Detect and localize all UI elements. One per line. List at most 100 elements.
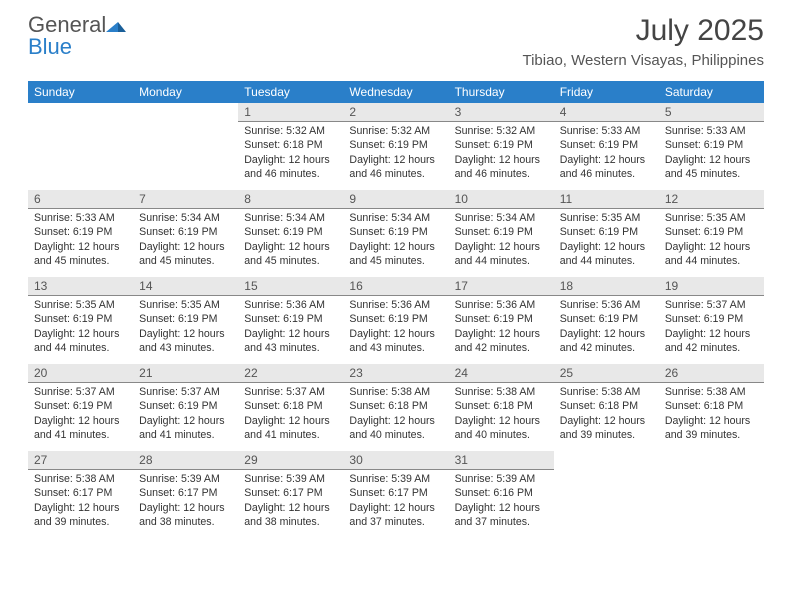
day-number: 20 bbox=[28, 364, 133, 383]
daylight-text: Daylight: 12 hours and 45 minutes. bbox=[139, 240, 232, 269]
day-number: 31 bbox=[449, 451, 554, 470]
sunrise-text: Sunrise: 5:37 AM bbox=[244, 385, 337, 399]
sunrise-text: Sunrise: 5:37 AM bbox=[665, 298, 758, 312]
day-content: Sunrise: 5:34 AMSunset: 6:19 PMDaylight:… bbox=[133, 209, 238, 277]
calendar-cell: 14Sunrise: 5:35 AMSunset: 6:19 PMDayligh… bbox=[133, 277, 238, 364]
day-number: 12 bbox=[659, 190, 764, 209]
logo-word2: Blue bbox=[28, 34, 72, 59]
day-content: Sunrise: 5:34 AMSunset: 6:19 PMDaylight:… bbox=[343, 209, 448, 277]
daylight-text: Daylight: 12 hours and 39 minutes. bbox=[34, 501, 127, 530]
day-content: Sunrise: 5:34 AMSunset: 6:19 PMDaylight:… bbox=[449, 209, 554, 277]
day-header: Wednesday bbox=[343, 81, 448, 103]
daylight-text: Daylight: 12 hours and 46 minutes. bbox=[455, 153, 548, 182]
day-header: Saturday bbox=[659, 81, 764, 103]
calendar-week: 20Sunrise: 5:37 AMSunset: 6:19 PMDayligh… bbox=[28, 364, 764, 451]
daylight-text: Daylight: 12 hours and 45 minutes. bbox=[665, 153, 758, 182]
daylight-text: Daylight: 12 hours and 39 minutes. bbox=[560, 414, 653, 443]
calendar-cell: 21Sunrise: 5:37 AMSunset: 6:19 PMDayligh… bbox=[133, 364, 238, 451]
day-number: 2 bbox=[343, 103, 448, 122]
calendar-cell: 17Sunrise: 5:36 AMSunset: 6:19 PMDayligh… bbox=[449, 277, 554, 364]
sunrise-text: Sunrise: 5:39 AM bbox=[244, 472, 337, 486]
day-number: 9 bbox=[343, 190, 448, 209]
sunset-text: Sunset: 6:18 PM bbox=[349, 399, 442, 413]
sunrise-text: Sunrise: 5:39 AM bbox=[455, 472, 548, 486]
calendar-cell bbox=[554, 451, 659, 538]
daylight-text: Daylight: 12 hours and 42 minutes. bbox=[560, 327, 653, 356]
day-header: Tuesday bbox=[238, 81, 343, 103]
sunrise-text: Sunrise: 5:35 AM bbox=[560, 211, 653, 225]
calendar-cell: 12Sunrise: 5:35 AMSunset: 6:19 PMDayligh… bbox=[659, 190, 764, 277]
day-number: 8 bbox=[238, 190, 343, 209]
calendar-cell: 3Sunrise: 5:32 AMSunset: 6:19 PMDaylight… bbox=[449, 103, 554, 190]
sunset-text: Sunset: 6:19 PM bbox=[34, 399, 127, 413]
day-content: Sunrise: 5:32 AMSunset: 6:18 PMDaylight:… bbox=[238, 122, 343, 190]
day-content: Sunrise: 5:38 AMSunset: 6:17 PMDaylight:… bbox=[28, 470, 133, 538]
calendar-cell bbox=[659, 451, 764, 538]
sunset-text: Sunset: 6:19 PM bbox=[665, 312, 758, 326]
calendar-week: 13Sunrise: 5:35 AMSunset: 6:19 PMDayligh… bbox=[28, 277, 764, 364]
sunset-text: Sunset: 6:19 PM bbox=[244, 225, 337, 239]
page-subtitle: Tibiao, Western Visayas, Philippines bbox=[522, 52, 764, 69]
day-content: Sunrise: 5:38 AMSunset: 6:18 PMDaylight:… bbox=[554, 383, 659, 451]
page-title: July 2025 bbox=[522, 14, 764, 48]
daylight-text: Daylight: 12 hours and 45 minutes. bbox=[349, 240, 442, 269]
sunrise-text: Sunrise: 5:34 AM bbox=[139, 211, 232, 225]
sunset-text: Sunset: 6:17 PM bbox=[349, 486, 442, 500]
calendar-cell: 10Sunrise: 5:34 AMSunset: 6:19 PMDayligh… bbox=[449, 190, 554, 277]
calendar-cell: 28Sunrise: 5:39 AMSunset: 6:17 PMDayligh… bbox=[133, 451, 238, 538]
daylight-text: Daylight: 12 hours and 41 minutes. bbox=[34, 414, 127, 443]
logo: General Blue bbox=[28, 14, 126, 58]
day-content: Sunrise: 5:39 AMSunset: 6:17 PMDaylight:… bbox=[238, 470, 343, 538]
day-header-row: SundayMondayTuesdayWednesdayThursdayFrid… bbox=[28, 81, 764, 103]
sunset-text: Sunset: 6:19 PM bbox=[665, 138, 758, 152]
day-header: Thursday bbox=[449, 81, 554, 103]
day-header: Sunday bbox=[28, 81, 133, 103]
day-number: 24 bbox=[449, 364, 554, 383]
sunset-text: Sunset: 6:19 PM bbox=[455, 138, 548, 152]
sunrise-text: Sunrise: 5:33 AM bbox=[34, 211, 127, 225]
daylight-text: Daylight: 12 hours and 44 minutes. bbox=[560, 240, 653, 269]
calendar-week: 1Sunrise: 5:32 AMSunset: 6:18 PMDaylight… bbox=[28, 103, 764, 190]
day-content: Sunrise: 5:39 AMSunset: 6:17 PMDaylight:… bbox=[343, 470, 448, 538]
daylight-text: Daylight: 12 hours and 40 minutes. bbox=[455, 414, 548, 443]
sunrise-text: Sunrise: 5:38 AM bbox=[34, 472, 127, 486]
sunrise-text: Sunrise: 5:34 AM bbox=[244, 211, 337, 225]
sunset-text: Sunset: 6:17 PM bbox=[34, 486, 127, 500]
day-number: 19 bbox=[659, 277, 764, 296]
empty-cell bbox=[659, 451, 764, 529]
sunset-text: Sunset: 6:19 PM bbox=[139, 225, 232, 239]
sunrise-text: Sunrise: 5:33 AM bbox=[665, 124, 758, 138]
calendar-cell: 31Sunrise: 5:39 AMSunset: 6:16 PMDayligh… bbox=[449, 451, 554, 538]
daylight-text: Daylight: 12 hours and 41 minutes. bbox=[244, 414, 337, 443]
calendar-cell: 5Sunrise: 5:33 AMSunset: 6:19 PMDaylight… bbox=[659, 103, 764, 190]
daylight-text: Daylight: 12 hours and 42 minutes. bbox=[665, 327, 758, 356]
sunrise-text: Sunrise: 5:33 AM bbox=[560, 124, 653, 138]
day-content: Sunrise: 5:38 AMSunset: 6:18 PMDaylight:… bbox=[343, 383, 448, 451]
day-content: Sunrise: 5:37 AMSunset: 6:19 PMDaylight:… bbox=[133, 383, 238, 451]
day-number: 23 bbox=[343, 364, 448, 383]
sunrise-text: Sunrise: 5:34 AM bbox=[455, 211, 548, 225]
daylight-text: Daylight: 12 hours and 38 minutes. bbox=[139, 501, 232, 530]
empty-cell bbox=[554, 451, 659, 529]
day-content: Sunrise: 5:35 AMSunset: 6:19 PMDaylight:… bbox=[28, 296, 133, 364]
day-number: 16 bbox=[343, 277, 448, 296]
day-content: Sunrise: 5:33 AMSunset: 6:19 PMDaylight:… bbox=[554, 122, 659, 190]
day-number: 29 bbox=[238, 451, 343, 470]
sunrise-text: Sunrise: 5:39 AM bbox=[349, 472, 442, 486]
sunrise-text: Sunrise: 5:36 AM bbox=[455, 298, 548, 312]
calendar-cell: 6Sunrise: 5:33 AMSunset: 6:19 PMDaylight… bbox=[28, 190, 133, 277]
calendar-cell: 7Sunrise: 5:34 AMSunset: 6:19 PMDaylight… bbox=[133, 190, 238, 277]
day-number: 30 bbox=[343, 451, 448, 470]
sunset-text: Sunset: 6:17 PM bbox=[244, 486, 337, 500]
daylight-text: Daylight: 12 hours and 43 minutes. bbox=[139, 327, 232, 356]
daylight-text: Daylight: 12 hours and 45 minutes. bbox=[34, 240, 127, 269]
day-number: 1 bbox=[238, 103, 343, 122]
sunset-text: Sunset: 6:19 PM bbox=[34, 312, 127, 326]
day-number: 7 bbox=[133, 190, 238, 209]
sunset-text: Sunset: 6:19 PM bbox=[349, 225, 442, 239]
day-content: Sunrise: 5:37 AMSunset: 6:18 PMDaylight:… bbox=[238, 383, 343, 451]
calendar-cell: 29Sunrise: 5:39 AMSunset: 6:17 PMDayligh… bbox=[238, 451, 343, 538]
day-number: 15 bbox=[238, 277, 343, 296]
sunrise-text: Sunrise: 5:35 AM bbox=[34, 298, 127, 312]
day-content: Sunrise: 5:36 AMSunset: 6:19 PMDaylight:… bbox=[554, 296, 659, 364]
